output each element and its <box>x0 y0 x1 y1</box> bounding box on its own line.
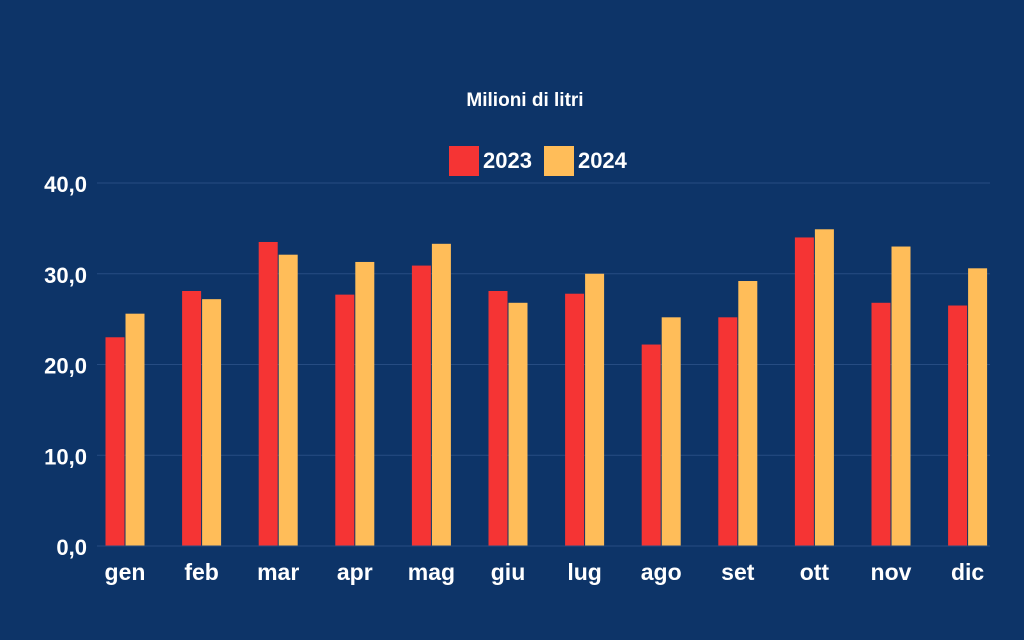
bar-2023-gen <box>105 337 125 546</box>
x-tick-label: apr <box>337 559 373 585</box>
bar-2024-mag <box>431 243 451 547</box>
y-tick-label: 30,0 <box>44 263 87 288</box>
bar-2024-ott <box>814 229 834 546</box>
bar-2024-mar <box>278 254 298 546</box>
bar-2024-gen <box>125 313 145 546</box>
legend-item-2023: 2023 <box>449 146 532 176</box>
bar-2023-mag <box>411 265 431 546</box>
bar-2023-lug <box>565 293 585 546</box>
x-tick-label: lug <box>567 559 602 585</box>
bar-2024-feb <box>202 299 222 546</box>
bar-2023-apr <box>335 294 355 546</box>
bar-2023-ago <box>641 344 661 546</box>
x-tick-label: mag <box>408 559 455 585</box>
x-tick-label: dic <box>951 559 984 585</box>
bar-2024-apr <box>355 261 375 546</box>
bar-2023-feb <box>182 290 202 546</box>
x-tick-label: nov <box>871 559 912 585</box>
x-tick-label: giu <box>491 559 526 585</box>
x-tick-label: ott <box>800 559 830 585</box>
chart-subtitle: Milioni di litri <box>466 90 584 111</box>
bar-2023-set <box>718 317 738 546</box>
bar-2023-nov <box>871 302 891 546</box>
x-tick-label: ago <box>641 559 682 585</box>
y-tick-label: 0,0 <box>56 535 87 560</box>
x-tick-label: feb <box>184 559 219 585</box>
x-tick-label: mar <box>257 559 299 585</box>
bar-2024-ago <box>661 317 681 546</box>
bar-2024-set <box>738 281 758 546</box>
x-tick-label: set <box>721 559 755 585</box>
bar-2024-lug <box>585 273 605 546</box>
chart-legend: 2023 2024 <box>449 146 639 176</box>
legend-label-2023: 2023 <box>483 148 532 173</box>
x-tick-label: gen <box>105 559 146 585</box>
bar-2024-dic <box>968 268 988 546</box>
y-tick-label: 40,0 <box>44 172 87 197</box>
legend-label-2024: 2024 <box>577 148 627 173</box>
bar-2023-dic <box>948 305 968 546</box>
y-tick-label: 20,0 <box>44 354 87 379</box>
y-tick-label: 10,0 <box>44 444 87 469</box>
bar-2023-mar <box>258 241 278 547</box>
bar-2024-giu <box>508 302 528 546</box>
bar-2023-ott <box>794 237 814 546</box>
legend-swatch-2023 <box>449 146 479 176</box>
legend-swatch-2024 <box>543 146 574 176</box>
bar-2024-nov <box>891 246 911 546</box>
bar-2023-giu <box>488 290 508 546</box>
legend-item-2024: 2024 <box>543 146 627 176</box>
